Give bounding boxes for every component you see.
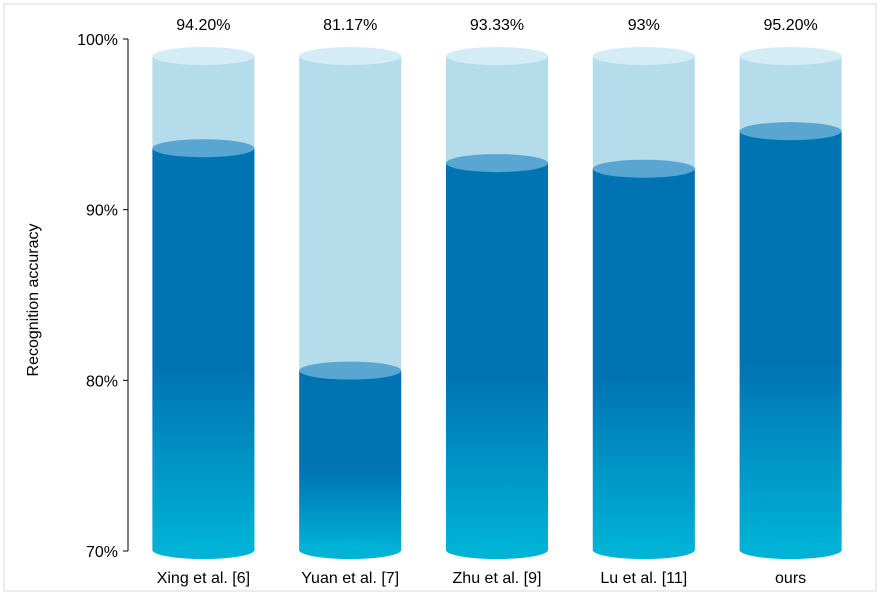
y-tick-label: 100% <box>77 32 118 49</box>
bar-cap <box>299 361 402 380</box>
bar-cap <box>152 139 255 158</box>
bar-base <box>299 541 402 559</box>
y-axis-title: Recognition accuracy <box>25 224 42 377</box>
bar-group: 93.33% <box>446 17 548 559</box>
bar <box>739 131 842 551</box>
x-tick-label: Yuan et al. [7] <box>301 570 399 587</box>
data-label: 93% <box>628 17 660 34</box>
y-tick-label: 80% <box>86 373 118 390</box>
x-tick-label: Zhu et al. [9] <box>453 570 542 587</box>
x-tick-label: ours <box>775 570 806 587</box>
bar-base <box>592 541 695 559</box>
bar-group: 93% <box>592 17 695 559</box>
x-tick-label: Xing et al. [6] <box>157 570 250 587</box>
bar-group: 94.20% <box>152 17 255 559</box>
bar-cap <box>446 154 548 173</box>
bar-group: 81.17% <box>299 17 402 559</box>
bar-background-cap <box>152 47 255 66</box>
bar-base <box>739 541 842 559</box>
bar <box>446 163 548 552</box>
bar-base <box>152 541 255 559</box>
bar <box>592 168 695 551</box>
bars-layer: 94.20% 81.17% 93.33% 93% 95.20% <box>152 17 842 559</box>
chart-frame <box>3 3 877 592</box>
data-label: 81.17% <box>323 17 377 34</box>
bar-background-cap <box>446 47 548 66</box>
bar-group: 95.20% <box>739 17 842 559</box>
y-tick-label: 70% <box>86 544 118 561</box>
data-label: 93.33% <box>470 17 524 34</box>
data-label: 94.20% <box>176 17 230 34</box>
bar-cap <box>739 122 842 141</box>
y-tick-label: 90% <box>86 203 118 220</box>
bar-background-cap <box>739 47 842 66</box>
bar-cap <box>592 159 695 178</box>
bar <box>152 148 255 551</box>
axes-layer: Xing et al. [6] Yuan et al. [7] Zhu et al.… <box>77 32 806 587</box>
bar <box>299 370 402 551</box>
bar-base <box>446 541 548 559</box>
data-label: 95.20% <box>763 17 817 34</box>
x-tick-label: Lu et al. [11] <box>600 570 687 587</box>
bar-background-cap <box>299 47 402 66</box>
bar-background-cap <box>592 47 695 66</box>
